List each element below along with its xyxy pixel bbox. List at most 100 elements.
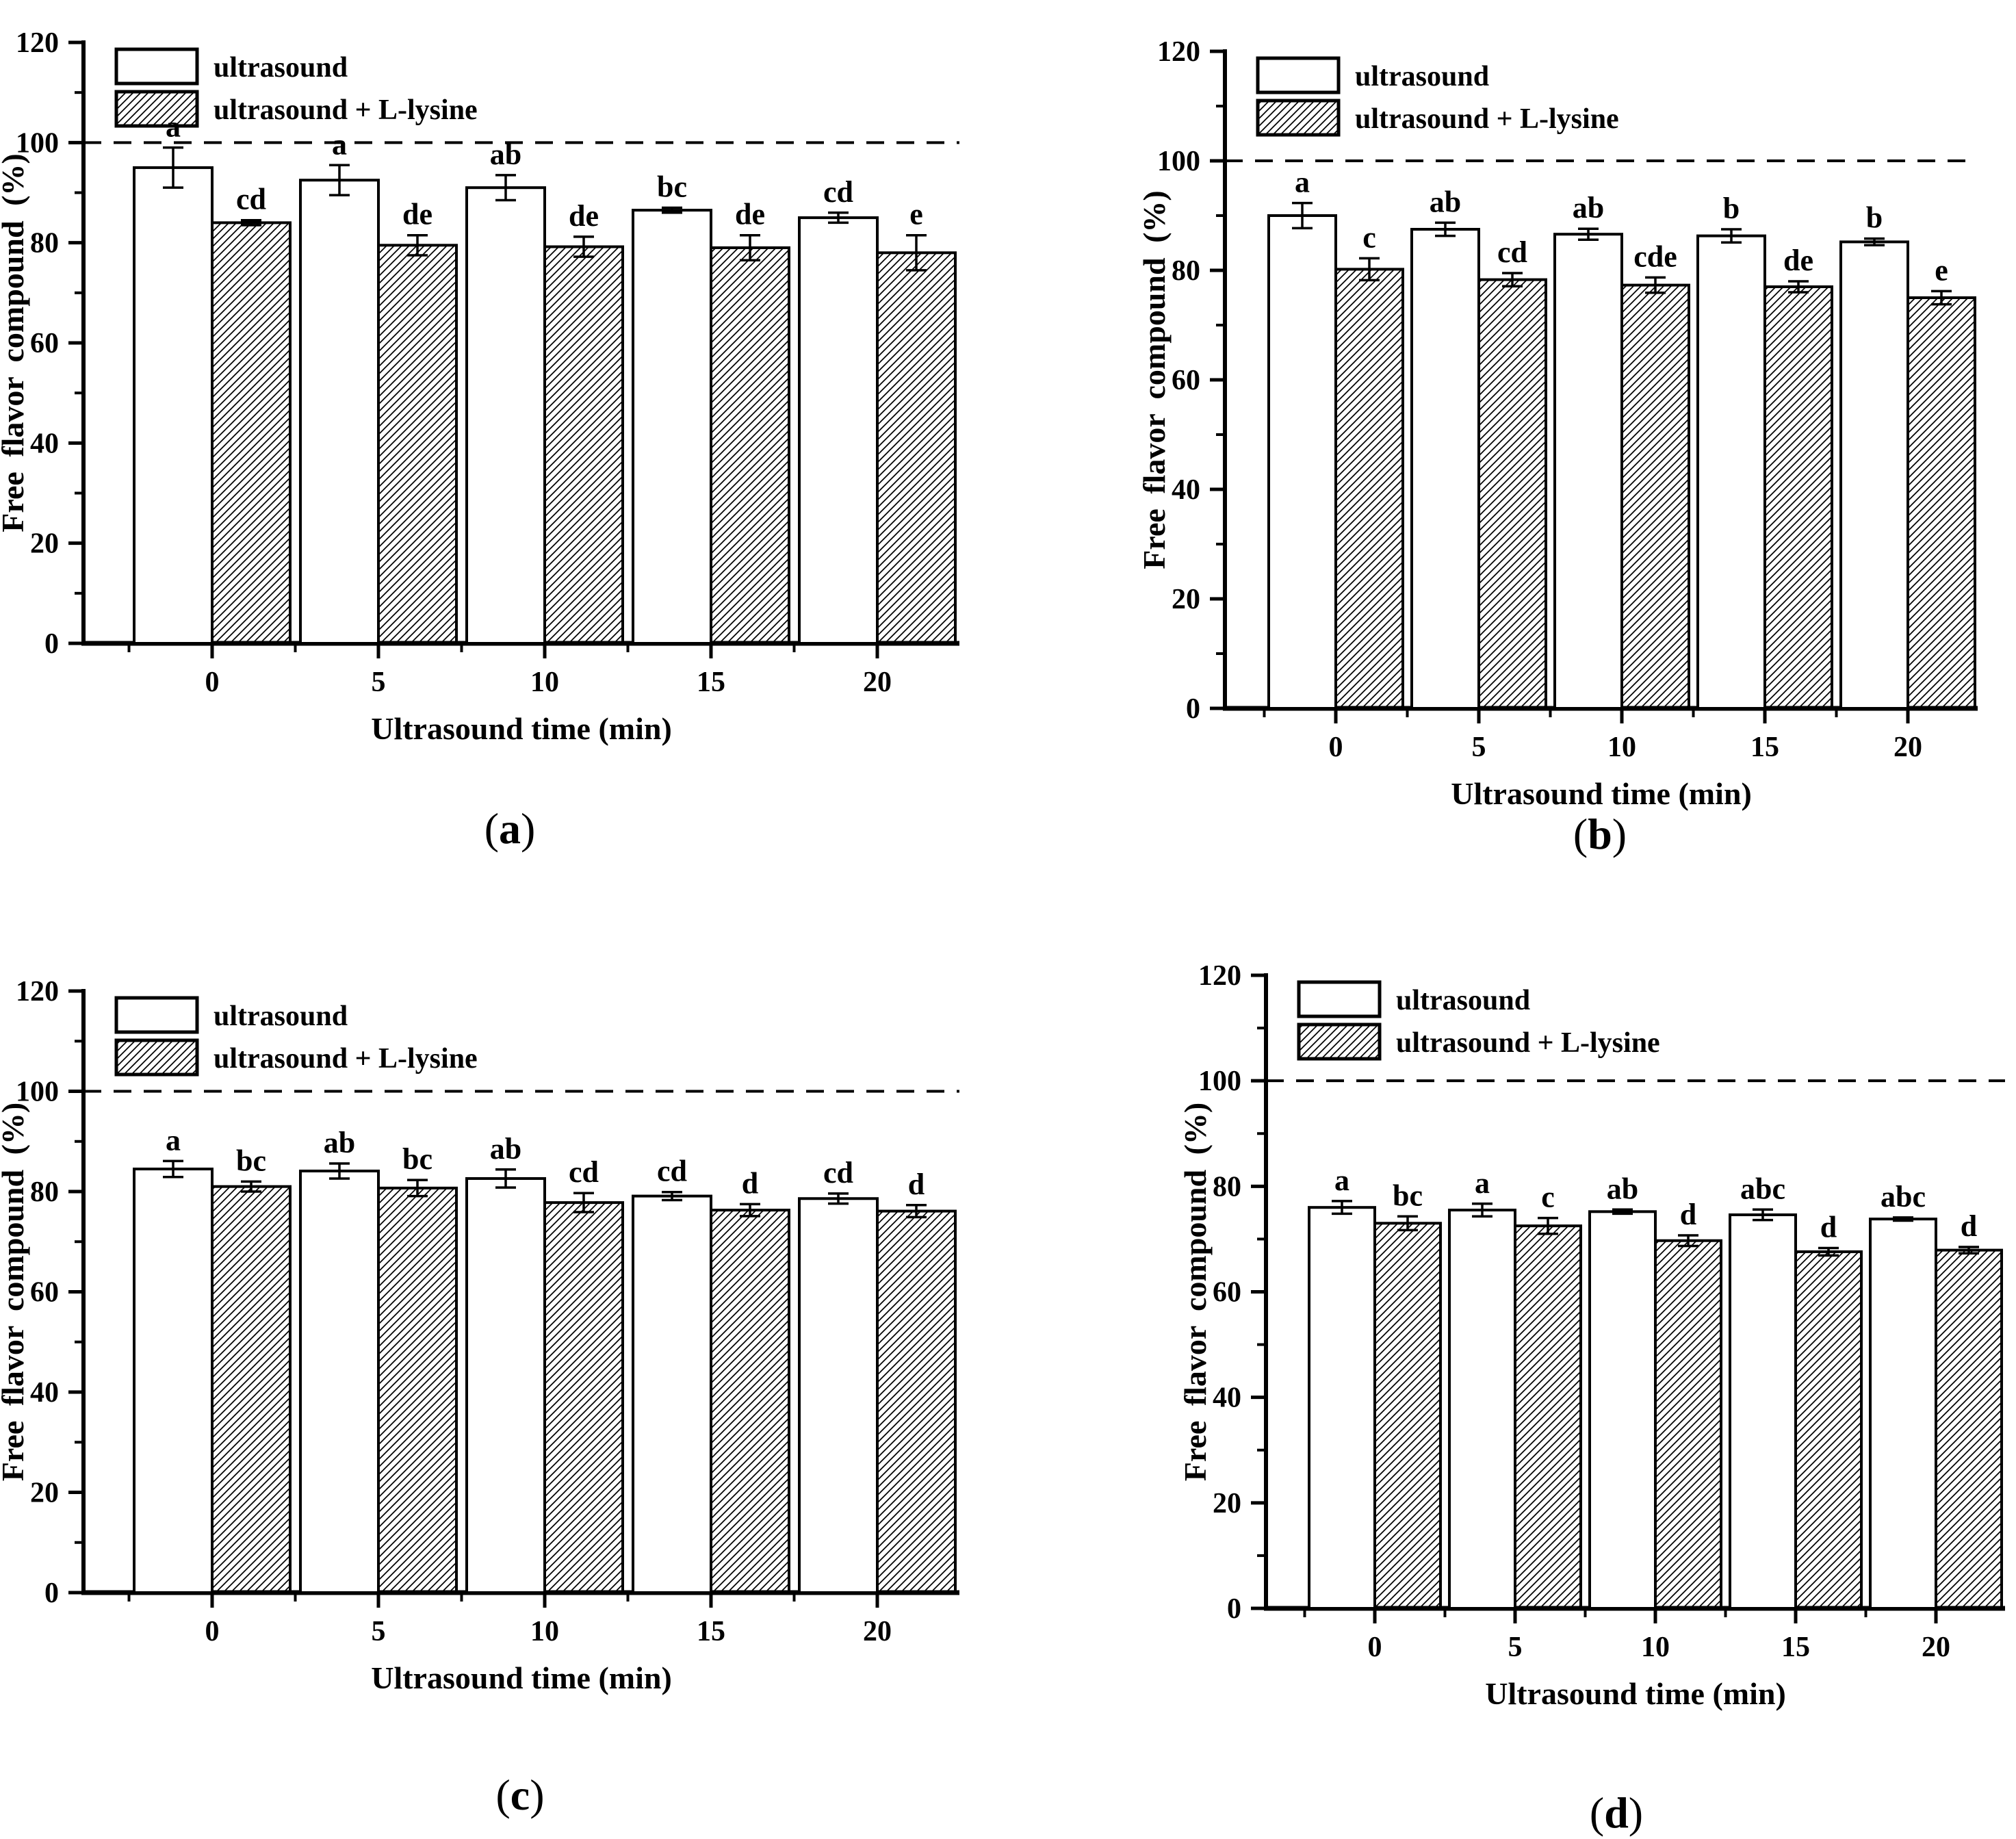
x-tick-label: 20 [863,667,892,698]
x-tick-label: 15 [697,1616,725,1647]
legend-swatch-ultrasound-lysine [114,1038,199,1077]
bar-ultrasound-lysine-20min [876,251,957,645]
legend-label: ultrasound + L-lysine [214,1043,478,1075]
bar-ultrasound-10min [465,186,546,645]
x-tick-label: 10 [530,1616,559,1647]
bar-ultrasound-20min [1839,240,1909,710]
y-tick-label: 100 [1157,146,1200,177]
y-tick-label: 120 [16,976,59,1007]
legend-label: ultrasound + L-lysine [1355,103,1619,135]
x-tick-label: 15 [1781,1632,1810,1663]
sig-letter: a [1295,166,1310,199]
bar-ultrasound-20min [798,216,879,645]
x-tick-label: 15 [1750,732,1779,763]
bar-ultrasound-20min [798,1197,879,1594]
panel-caption: (c) [495,1771,544,1819]
sig-letter: a [1334,1163,1349,1197]
x-tick-label: 0 [1368,1632,1382,1663]
bar-ultrasound-10min [1588,1210,1657,1610]
chart-panel-c: 0 20 40 60 80 100 120 0 5 10 15 20 a ab ab cd cd bc bc cd d d… [0,976,959,1819]
sig-letter: bc [402,1142,432,1176]
bar-ultrasound-0min [133,166,214,645]
sig-letter: a [166,1123,181,1157]
sig-letter: e [1935,253,1948,287]
y-tick-label: 40 [30,1377,59,1409]
x-axis-title: Ultrasound time (min) [371,1660,672,1695]
bar-ultrasound-20min [1869,1218,1937,1610]
bar-ultrasound-lysine-0min [211,1185,292,1594]
bar-ultrasound-5min [299,179,380,645]
bar-ultrasound-10min [1553,233,1623,710]
sig-letter: e [909,198,923,231]
panel-caption: (a) [484,804,536,853]
x-tick-label: 10 [1607,732,1636,763]
sig-letter: d [742,1166,758,1200]
y-tick-label: 80 [30,228,59,259]
y-axis-title: Free flavor compound (%) [0,153,30,532]
sig-letter: cd [1497,235,1527,269]
bar-ultrasound-5min [299,1169,380,1594]
bar-ultrasound-lysine-15min [1763,285,1833,710]
legend-label: ultrasound + L-lysine [1396,1027,1660,1059]
bar-ultrasound-lysine-0min [1373,1222,1442,1610]
y-tick-label: 20 [1172,584,1200,615]
chart-panel-d: 0 20 40 60 80 100 120 0 5 10 15 20 a a ab abc abc bc c d d d u… [1178,960,2005,1837]
bar-ultrasound-lysine-5min [377,244,458,645]
y-tick-label: 0 [44,628,59,660]
x-tick-label: 0 [205,667,220,698]
sig-letter: ab [490,138,521,171]
x-tick-label: 0 [205,1616,220,1647]
bar-ultrasound-0min [133,1168,214,1595]
x-tick-label: 10 [530,667,559,698]
sig-letter: b [1723,192,1740,225]
y-axis-title: Free flavor compound (%) [0,1103,30,1481]
sig-letter: cd [569,1155,599,1189]
sig-letter: cd [823,175,853,209]
bar-ultrasound-lysine-10min [1654,1239,1722,1610]
bar-ultrasound-lysine-20min [876,1209,957,1594]
y-tick-label: 100 [1198,1066,1241,1097]
sig-letter: a [1475,1166,1490,1200]
sig-letter: cd [236,183,266,216]
sig-letter: c [1362,220,1376,254]
chart-panel-a: 02040608010012005101520aaabbccdcddededee… [0,27,959,853]
bar-ultrasound-lysine-5min [377,1186,458,1594]
sig-letter: ab [324,1126,355,1159]
y-tick-label: 80 [30,1176,59,1208]
sig-letter: a [332,127,347,161]
x-tick-label: 5 [1472,732,1486,763]
bar-ultrasound-15min [632,1194,712,1594]
bar-ultrasound-0min [1308,1206,1376,1610]
bar-ultrasound-5min [1410,228,1480,710]
panel-caption: (d) [1590,1788,1643,1837]
x-tick-label: 15 [697,667,725,698]
bar-ultrasound-lysine-15min [710,1209,790,1595]
y-tick-label: 120 [16,27,59,59]
y-tick-label: 40 [1213,1383,1241,1414]
sig-letter: bc [236,1144,266,1177]
bar-ultrasound-lysine-20min [1907,296,1976,710]
sig-letter: cde [1633,240,1677,273]
legend-label: ultrasound [214,1001,348,1032]
sig-letter: ab [1607,1172,1638,1205]
bar-ultrasound-15min [1696,234,1766,710]
chart-panel-b: 0 20 40 60 80 100 120 0 5 10 15 20 a ab ab b b c cd cde de e u… [1137,36,1978,858]
sig-letter: de [1783,244,1813,277]
y-tick-label: 60 [30,328,59,359]
bar-ultrasound-lysine-10min [543,1201,624,1594]
sig-letter: cd [657,1155,687,1188]
sig-letter: d [1820,1211,1837,1244]
legend-swatch-ultrasound [1297,980,1382,1018]
x-tick-label: 20 [1894,732,1922,763]
y-tick-label: 40 [1172,474,1200,506]
sig-letter: de [735,198,765,231]
sig-letter: bc [657,170,687,203]
sig-letter: d [1680,1198,1696,1231]
legend-swatch-ultrasound [114,47,199,86]
sig-letter: abc [1740,1172,1785,1205]
y-tick-label: 0 [1186,693,1200,725]
sig-letter: de [402,198,432,231]
sig-letter: ab [1573,191,1604,224]
legend-swatch-ultrasound-lysine [1256,99,1341,137]
x-axis-title: Ultrasound time (min) [1485,1676,1786,1711]
